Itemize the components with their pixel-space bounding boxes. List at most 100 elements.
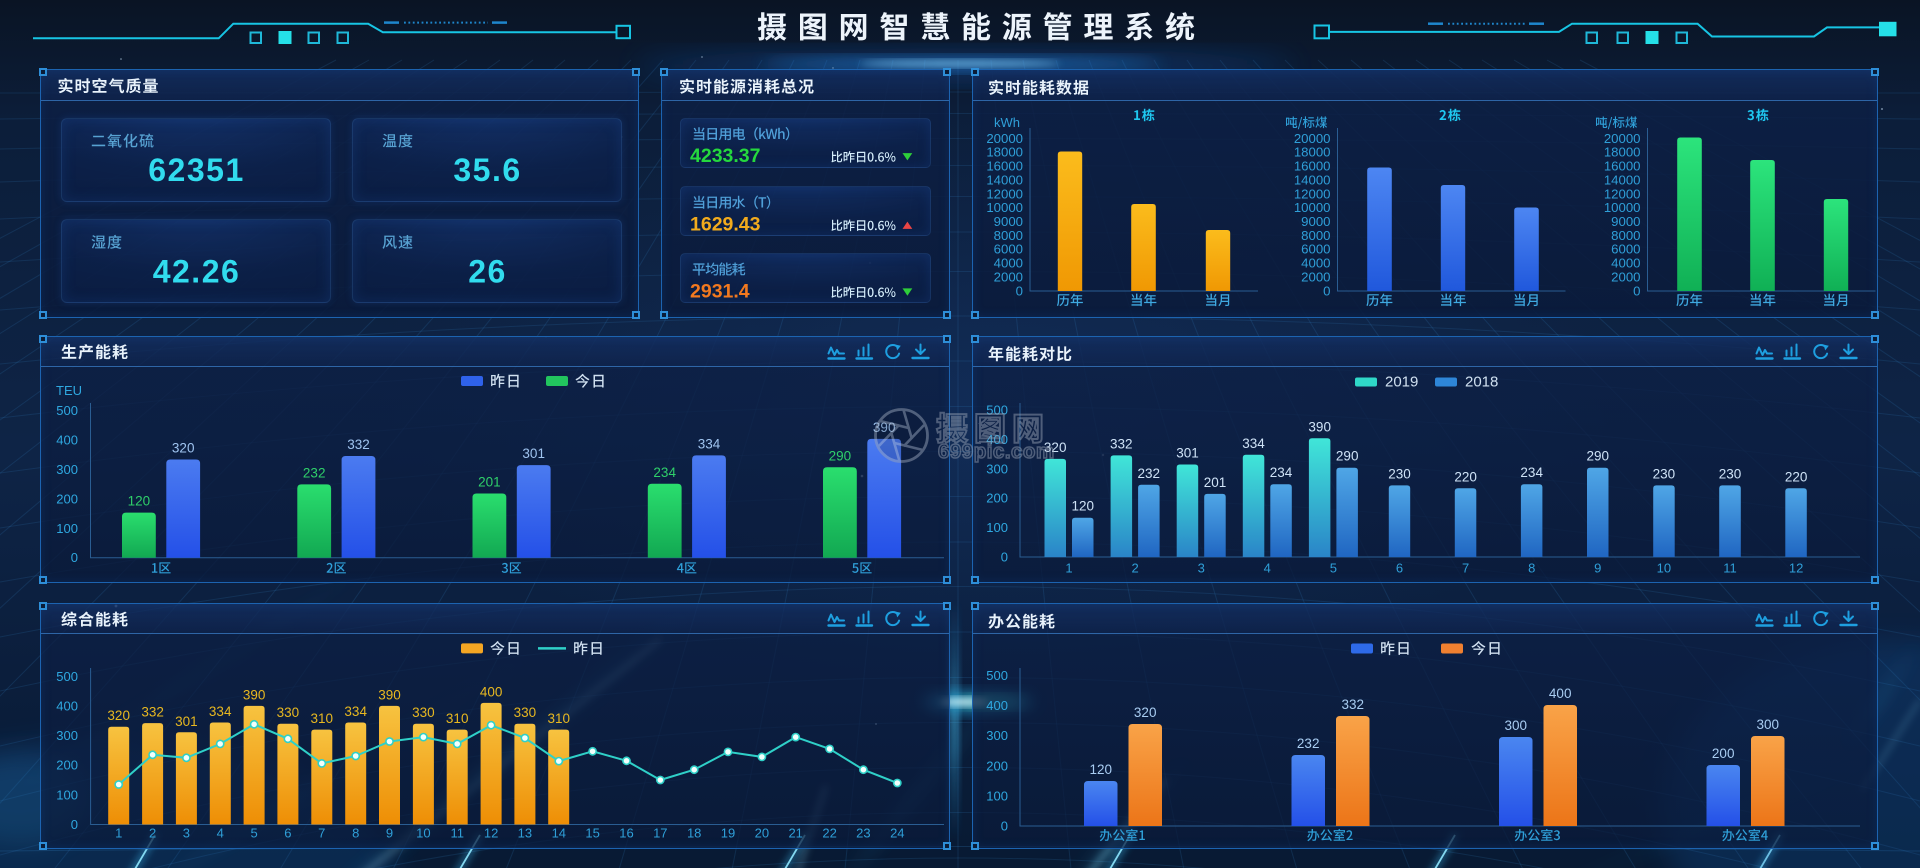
svg-text:390: 390 [243,687,266,702]
svg-text:4: 4 [1264,561,1271,576]
svg-text:200: 200 [1712,746,1735,761]
svg-text:14: 14 [552,826,566,841]
svg-text:334: 334 [1242,436,1265,451]
svg-text:2018: 2018 [1465,374,1498,391]
svg-text:3: 3 [1198,561,1205,576]
svg-text:334: 334 [698,436,721,451]
svg-text:4000: 4000 [1301,256,1330,271]
svg-text:9: 9 [1594,561,1601,576]
svg-text:390: 390 [378,687,401,702]
svg-text:310: 310 [311,711,334,726]
svg-text:301: 301 [1176,446,1199,461]
svg-text:290: 290 [1587,449,1610,464]
svg-text:2000: 2000 [1301,269,1330,284]
svg-text:230: 230 [1653,466,1676,481]
svg-text:6: 6 [284,826,291,841]
svg-text:12000: 12000 [1294,186,1331,201]
svg-text:200: 200 [986,758,1008,773]
svg-text:230: 230 [1719,466,1742,481]
svg-text:310: 310 [446,711,469,726]
svg-text:201: 201 [478,475,501,490]
svg-text:4: 4 [217,826,224,841]
svg-text:1: 1 [1065,561,1072,576]
svg-text:334: 334 [209,704,232,719]
svg-text:2000: 2000 [994,269,1023,284]
svg-text:100: 100 [986,520,1008,535]
svg-text:230: 230 [1388,466,1411,481]
svg-text:TEU: TEU [56,383,82,398]
svg-text:13: 13 [518,826,532,841]
svg-text:0: 0 [1001,819,1008,834]
svg-text:11: 11 [1723,561,1737,576]
svg-text:120: 120 [1072,499,1095,514]
svg-text:9000: 9000 [1301,214,1330,229]
svg-text:400: 400 [986,432,1008,447]
svg-text:300: 300 [1505,718,1528,733]
svg-text:300: 300 [986,461,1008,476]
svg-text:0: 0 [1633,283,1640,298]
svg-text:62351: 62351 [148,152,244,188]
svg-text:7: 7 [318,826,325,841]
svg-text:6000: 6000 [994,242,1023,257]
svg-text:120: 120 [128,494,151,509]
svg-text:16: 16 [619,826,633,841]
svg-text:301: 301 [175,714,198,729]
svg-text:0: 0 [1001,550,1008,565]
svg-text:232: 232 [1297,736,1320,751]
svg-text:500: 500 [56,669,78,684]
svg-text:234: 234 [1270,465,1293,480]
svg-text:400: 400 [56,432,78,447]
svg-text:232: 232 [1138,466,1161,481]
svg-text:26: 26 [468,253,507,289]
svg-text:500: 500 [986,403,1008,418]
svg-text:332: 332 [1110,436,1133,451]
svg-text:10000: 10000 [986,200,1023,215]
svg-text:14000: 14000 [986,172,1023,187]
svg-text:4000: 4000 [1611,256,1640,271]
svg-text:3: 3 [183,826,190,841]
svg-text:120: 120 [1090,762,1113,777]
svg-text:10000: 10000 [1294,200,1331,215]
svg-text:320: 320 [1044,440,1067,455]
svg-text:300: 300 [1757,717,1780,732]
svg-text:12: 12 [484,826,498,841]
svg-text:332: 332 [347,437,370,452]
svg-text:390: 390 [873,420,896,435]
svg-text:1: 1 [115,826,122,841]
svg-text:16000: 16000 [1604,159,1641,174]
svg-text:220: 220 [1454,469,1477,484]
svg-text:kWh: kWh [994,115,1020,130]
svg-text:234: 234 [653,465,676,480]
svg-text:18000: 18000 [1604,145,1641,160]
svg-text:0: 0 [71,550,78,565]
svg-text:100: 100 [56,787,78,802]
svg-text:11: 11 [450,826,464,841]
svg-text:8000: 8000 [1301,228,1330,243]
svg-text:6000: 6000 [1611,242,1640,257]
svg-text:17: 17 [653,826,667,841]
svg-text:400: 400 [986,698,1008,713]
svg-text:22: 22 [822,826,836,841]
svg-text:1629.43: 1629.43 [690,214,761,236]
svg-text:8000: 8000 [994,228,1023,243]
svg-text:18000: 18000 [986,145,1023,160]
svg-text:18000: 18000 [1294,145,1331,160]
svg-text:4000: 4000 [994,256,1023,271]
svg-text:23: 23 [856,826,870,841]
svg-text:0: 0 [71,817,78,832]
svg-text:200: 200 [56,491,78,506]
svg-text:100: 100 [986,788,1008,803]
svg-text:2: 2 [149,826,156,841]
svg-text:320: 320 [172,441,195,456]
svg-text:14000: 14000 [1604,172,1641,187]
svg-text:300: 300 [56,462,78,477]
svg-text:330: 330 [277,705,300,720]
svg-text:18: 18 [687,826,701,841]
svg-text:0: 0 [1323,283,1330,298]
svg-text:2: 2 [1131,561,1138,576]
svg-text:6: 6 [1396,561,1403,576]
svg-text:8000: 8000 [1611,228,1640,243]
svg-text:10: 10 [416,826,430,841]
svg-text:320: 320 [1134,705,1157,720]
svg-text:4233.37: 4233.37 [690,145,761,167]
